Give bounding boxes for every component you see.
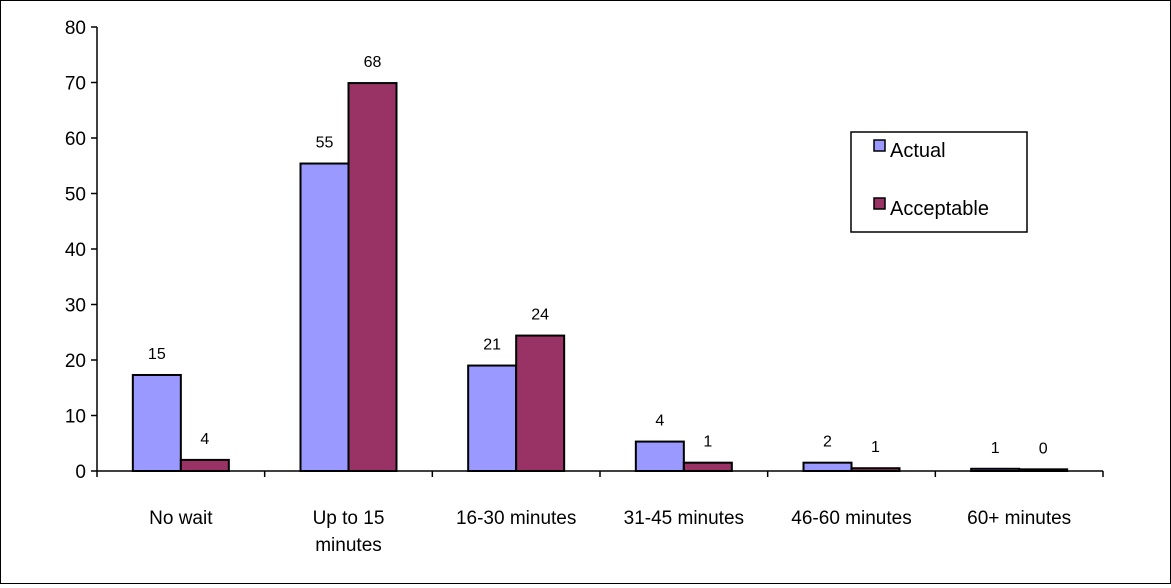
category-label: 16-30 minutes: [456, 508, 576, 529]
bar-actual: [131, 373, 182, 472]
category-label: No wait: [149, 508, 213, 529]
data-label-actual: 55: [316, 135, 334, 152]
data-label-actual: 21: [483, 337, 501, 354]
y-tick-label: 20: [65, 351, 86, 372]
legend-label-acceptable: Acceptable: [890, 198, 989, 220]
category-label: Up to 15: [313, 508, 385, 529]
data-label-actual: 15: [148, 346, 166, 363]
data-label-actual: 1: [991, 440, 1000, 457]
bar-acceptable: [682, 461, 733, 472]
data-label-acceptable: 4: [200, 431, 209, 448]
bar-actual: [299, 162, 350, 472]
y-tick-label: 30: [65, 296, 86, 317]
category-label: 31-45 minutes: [624, 508, 744, 529]
legend-swatch-acceptable: [873, 197, 886, 210]
legend: Actual Acceptable: [850, 131, 1028, 233]
data-label-acceptable: 68: [364, 54, 382, 71]
y-tick-label: 40: [65, 240, 86, 261]
legend-label-actual: Actual: [890, 140, 946, 162]
y-tick-label: 80: [65, 18, 86, 39]
y-tick-label: 70: [65, 74, 86, 95]
bar-actual: [634, 440, 685, 472]
data-label-acceptable: 1: [703, 434, 712, 451]
bar-acceptable: [515, 334, 566, 472]
y-tick-label: 50: [65, 185, 86, 206]
data-label-acceptable: 24: [531, 307, 549, 324]
bar-actual: [802, 461, 853, 472]
bars: [131, 82, 1069, 473]
bar-acceptable: [347, 82, 398, 473]
category-label: 60+ minutes: [967, 508, 1071, 529]
y-tick-label: 60: [65, 129, 86, 150]
y-tick-label: 10: [65, 407, 86, 428]
bar-actual: [467, 364, 518, 472]
category-label: minutes: [315, 535, 382, 556]
bar-acceptable: [850, 467, 901, 473]
data-label-acceptable: 0: [1039, 440, 1048, 457]
y-tick-label: 0: [75, 462, 86, 483]
data-label-actual: 2: [823, 434, 832, 451]
data-label-acceptable: 1: [871, 439, 880, 456]
bar-actual: [970, 467, 1021, 472]
data-label-actual: 4: [655, 413, 664, 430]
legend-swatch-actual: [873, 139, 886, 152]
bar-acceptable: [179, 458, 230, 472]
category-label: 46-60 minutes: [791, 508, 911, 529]
bar-acceptable: [1018, 468, 1069, 472]
